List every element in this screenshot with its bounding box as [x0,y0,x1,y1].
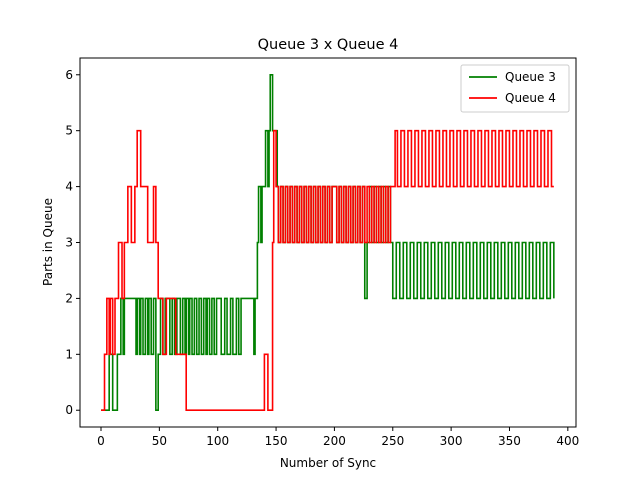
y-axis-title: Parts in Queue [41,198,55,286]
x-tick-label: 100 [206,434,229,448]
x-tick-label: 0 [97,434,105,448]
x-tick-label: 400 [556,434,579,448]
legend-label-queue-4: Queue 4 [505,91,556,105]
x-tick-label: 150 [265,434,288,448]
x-tick-label: 300 [440,434,463,448]
x-tick-label: 350 [498,434,521,448]
series-line-queue-4 [101,129,554,412]
series-layer [101,73,555,412]
y-tick-label: 5 [65,124,73,138]
y-tick-label: 0 [65,403,73,417]
y-tick-label: 1 [65,347,73,361]
x-tick-label: 250 [381,434,404,448]
y-tick-label: 3 [65,236,73,250]
x-tick-label: 200 [323,434,346,448]
y-tick-label: 2 [65,291,73,305]
legend: Queue 3 Queue 4 [460,64,570,113]
chart-title: Queue 3 x Queue 4 [258,37,399,53]
y-tick-label: 6 [65,68,73,82]
x-tick-label: 50 [152,434,167,448]
legend-label-queue-3: Queue 3 [505,70,556,84]
x-axis: 0 50 100 150 200 250 300 350 400 [97,427,579,448]
x-axis-title: Number of Sync [280,456,376,470]
y-tick-label: 4 [65,180,73,194]
y-axis: 0 1 2 3 4 5 6 [65,68,80,417]
